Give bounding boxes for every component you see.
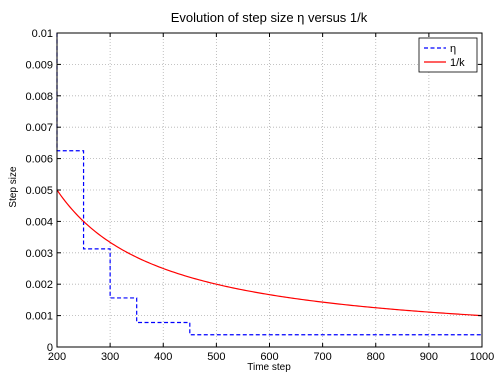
legend: η 1/k [418, 37, 478, 73]
x-axis-label: Time step [247, 362, 291, 373]
legend-label: 1/k [450, 57, 465, 69]
y-tick-label: 0.002 [25, 279, 53, 291]
x-tick-label: 900 [420, 351, 438, 363]
legend-box [418, 37, 478, 73]
x-tick-label: 200 [48, 351, 66, 363]
y-axis-label: Step size [8, 166, 19, 208]
grid [57, 33, 482, 347]
y-tick-label: 0.01 [32, 28, 53, 40]
y-tick-label: 0 [47, 342, 53, 354]
legend-label: η [450, 43, 456, 55]
x-tick-label: 300 [101, 351, 119, 363]
y-tick-label: 0.007 [25, 122, 53, 134]
ticks: 200 300 400 500 600 700 800 900 1000 0 0.001 0.002 0… [25, 28, 494, 363]
y-tick-label: 0.003 [25, 248, 53, 260]
x-tick-label: 700 [313, 351, 331, 363]
x-tick-label: 800 [367, 351, 385, 363]
y-tick-label: 0.004 [25, 216, 53, 228]
y-tick-label: 0.005 [25, 185, 53, 197]
y-tick-label: 0.001 [25, 311, 53, 323]
x-tick-label: 600 [260, 351, 278, 363]
x-tick-label: 1000 [470, 351, 494, 363]
series-line-eta [56, 33, 482, 336]
x-tick-label: 400 [154, 351, 172, 363]
y-tick-label: 0.006 [25, 154, 53, 166]
series-line-inverse-k [56, 189, 483, 317]
chart-title: Evolution of step size η versus 1/k [171, 10, 368, 25]
series-layer [56, 33, 483, 336]
x-tick-label: 500 [207, 351, 225, 363]
y-tick-label: 0.009 [25, 59, 53, 71]
y-tick-label: 0.008 [25, 91, 53, 103]
